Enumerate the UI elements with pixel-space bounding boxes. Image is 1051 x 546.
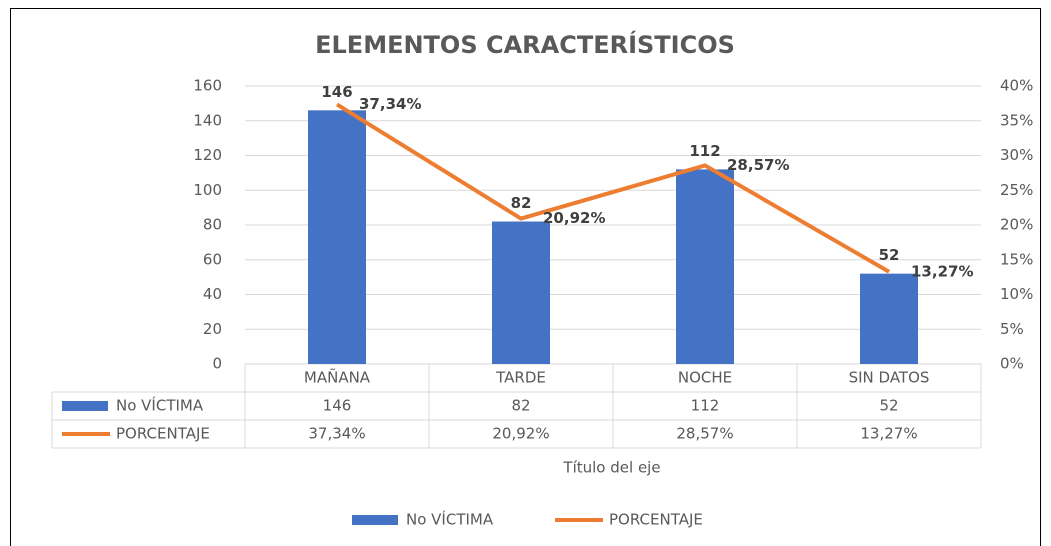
y2-tick-label: 35% — [1000, 111, 1033, 129]
y2-tick-label: 15% — [1000, 250, 1033, 268]
bar — [308, 110, 366, 364]
table-cell: 13,27% — [860, 425, 917, 443]
data-label: 146 — [321, 83, 352, 101]
y-tick-label: 80 — [203, 216, 222, 234]
data-label: 37,34% — [359, 95, 421, 113]
chart-title: ELEMENTOS CARACTERÍSTICOS — [315, 30, 735, 59]
table-cell: 37,34% — [308, 425, 365, 443]
y-tick-label: 0 — [212, 355, 222, 373]
data-label: 20,92% — [543, 209, 605, 227]
legend-label: No VÍCTIMA — [406, 510, 494, 529]
table-cell: 112 — [691, 397, 720, 415]
y-tick-label: 100 — [193, 181, 222, 199]
x-tick-label: TARDE — [495, 369, 546, 387]
y2-tick-label: 0% — [1000, 355, 1024, 373]
y-tick-label: 140 — [193, 111, 222, 129]
y2-tick-label: 20% — [1000, 216, 1033, 234]
x-tick-label: MAÑANA — [304, 368, 371, 387]
y-tick-label: 60 — [203, 250, 222, 268]
bar — [676, 169, 734, 364]
x-axis-label: Título del eje — [562, 459, 660, 477]
y-tick-label: 120 — [193, 146, 222, 164]
y2-tick-label: 10% — [1000, 285, 1033, 303]
y-tick-label: 160 — [193, 77, 222, 95]
y2-tick-label: 30% — [1000, 146, 1033, 164]
data-label: 82 — [511, 194, 532, 212]
x-tick-label: NOCHE — [678, 369, 732, 387]
legend-label: PORCENTAJE — [609, 511, 703, 529]
y2-tick-label: 5% — [1000, 320, 1024, 338]
table-legend-label: No VÍCTIMA — [116, 396, 204, 415]
data-label: 13,27% — [911, 262, 973, 280]
y-tick-label: 40 — [203, 285, 222, 303]
y2-tick-label: 40% — [1000, 77, 1033, 95]
table-cell: 146 — [323, 397, 352, 415]
legend-key — [352, 515, 398, 525]
table-cell: 52 — [879, 397, 898, 415]
table-legend-label: PORCENTAJE — [116, 425, 210, 443]
data-label: 52 — [879, 246, 900, 264]
y2-tick-label: 25% — [1000, 181, 1033, 199]
bar — [860, 273, 918, 364]
table-cell: 28,57% — [676, 425, 733, 443]
data-label: 28,57% — [727, 156, 789, 174]
line — [335, 102, 891, 274]
data-label: 112 — [689, 142, 720, 160]
x-tick-label: SIN DATOS — [849, 369, 930, 387]
bar — [492, 221, 550, 364]
y-tick-label: 20 — [203, 320, 222, 338]
table-cell: 82 — [511, 397, 530, 415]
table-legend-key — [62, 401, 108, 411]
table-cell: 20,92% — [492, 425, 549, 443]
